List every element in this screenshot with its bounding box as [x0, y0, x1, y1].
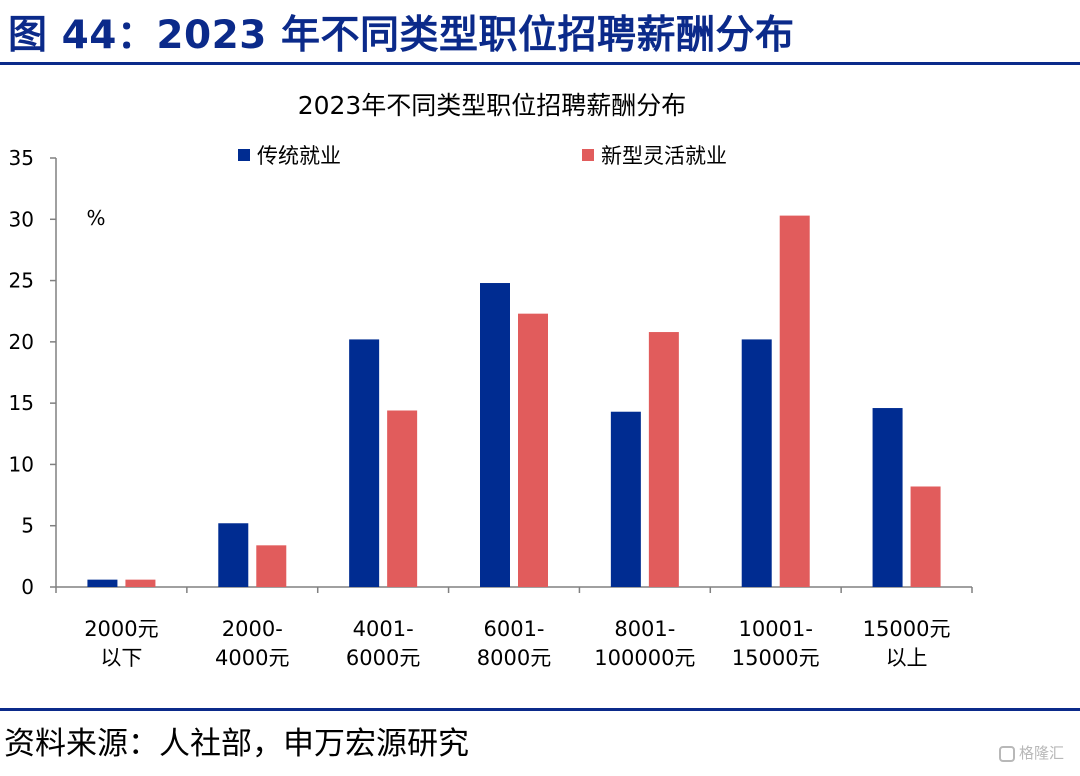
x-tick-label: 4001-	[353, 617, 414, 641]
y-axis: 0 5 10 15 20 25 30 35	[9, 146, 57, 599]
y-tick-label: 10	[9, 452, 34, 476]
x-tick-label: 以下	[100, 646, 142, 670]
bar-series-2	[910, 486, 941, 587]
bar-series-1	[741, 339, 772, 587]
bar-series-2	[648, 332, 679, 587]
y-tick-label: 25	[9, 269, 34, 293]
x-tick-label: 6000元	[346, 646, 420, 670]
bar-series-2	[256, 545, 287, 587]
x-tick-label: 2000-	[222, 617, 283, 641]
x-tick-label: 100000元	[594, 646, 695, 670]
title-rule	[0, 62, 1080, 65]
x-tick-label: 8001-	[614, 617, 675, 641]
bar-series-1	[218, 523, 249, 587]
x-tick-label: 以上	[886, 646, 928, 670]
bar-chart: 2023年不同类型职位招聘薪酬分布 % 传统就业 新型灵活就业 0 5 10 15 20 2…	[9, 91, 973, 670]
bars	[87, 215, 941, 587]
x-tick-label: 15000元	[732, 646, 820, 670]
source-rule	[0, 708, 1080, 711]
legend-label: 新型灵活就业	[601, 144, 727, 168]
legend-swatch	[582, 149, 594, 161]
watermark-text: 格隆汇	[1018, 744, 1064, 762]
bar-series-1	[87, 579, 118, 587]
x-tick-label: 10001-	[739, 617, 813, 641]
y-tick-label: 30	[9, 207, 34, 231]
bar-series-1	[610, 411, 641, 587]
watermark-logo-icon	[998, 746, 1015, 762]
legend-label: 传统就业	[257, 144, 341, 168]
y-tick-label: 20	[9, 330, 34, 354]
x-tick-label: 15000元	[863, 617, 951, 641]
watermark: 格隆汇	[998, 742, 1064, 763]
bar-series-2	[387, 410, 418, 587]
x-tick-label: 4000元	[215, 646, 289, 670]
y-tick-label: 15	[9, 391, 34, 415]
legend-swatch	[238, 149, 250, 161]
bar-series-2	[125, 579, 156, 587]
source-note: 资料来源：人社部，申万宏源研究	[4, 726, 469, 762]
bar-series-1	[349, 339, 380, 587]
bar-series-1	[872, 408, 903, 587]
y-tick-label: 5	[21, 514, 34, 538]
x-tick-label: 6001-	[483, 617, 544, 641]
y-tick-label: 0	[21, 575, 34, 599]
x-tick-label: 8000元	[477, 646, 551, 670]
bar-series-2	[779, 215, 810, 587]
y-unit-label: %	[86, 206, 105, 230]
y-tick-label: 35	[9, 146, 34, 170]
figure-title: 图 44：2023 年不同类型职位招聘薪酬分布	[8, 13, 795, 58]
chart-title: 2023年不同类型职位招聘薪酬分布	[298, 91, 687, 120]
bar-series-2	[518, 313, 548, 587]
bar-series-1	[480, 283, 510, 587]
legend: 传统就业 新型灵活就业	[238, 144, 727, 168]
x-tick-label: 2000元	[84, 617, 158, 641]
